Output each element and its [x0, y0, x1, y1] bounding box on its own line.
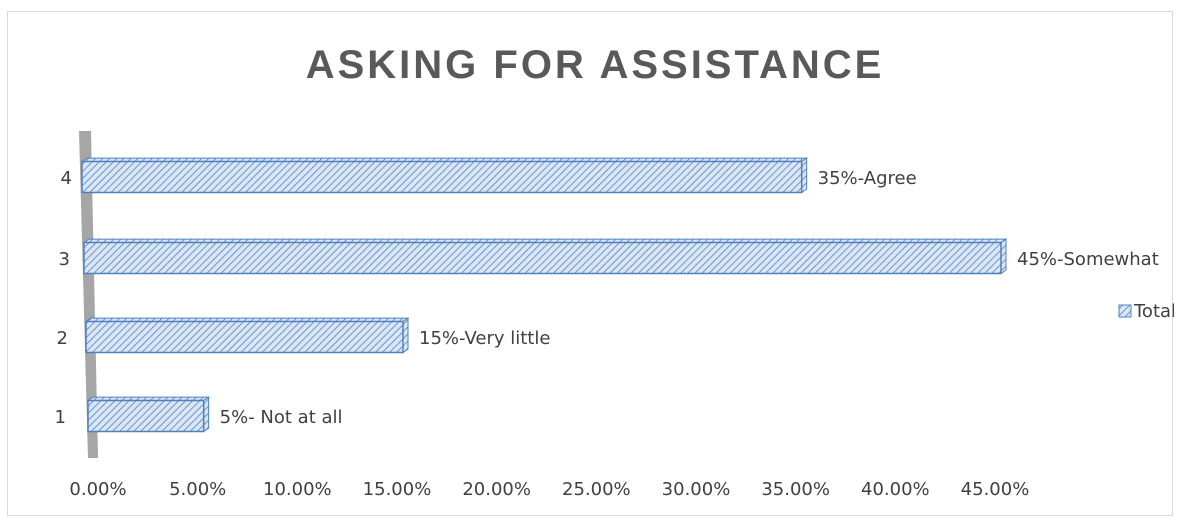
bar-front-face — [81, 160, 803, 194]
x-tick-label: 5.00% — [169, 479, 226, 500]
x-tick-label: 30.00% — [662, 479, 731, 500]
chart-area: ASKING FOR ASSISTANCE 1 2 3 4 5%- Not at al… — [7, 11, 1174, 516]
legend-label-total: Total — [1133, 301, 1174, 322]
bars-group — [80, 157, 1008, 433]
category-label-1: 1 — [55, 407, 66, 428]
bar-3 — [82, 238, 1008, 275]
bar-side-face — [203, 396, 210, 433]
category-label-4: 4 — [61, 168, 72, 189]
x-tick-label: 20.00% — [462, 479, 531, 500]
data-labels: 5%- Not at all 15%-Very little 45%-Somewha… — [220, 168, 1159, 428]
chart-title: ASKING FOR ASSISTANCE — [306, 43, 885, 87]
chart-side-wall — [79, 131, 98, 458]
bar-2 — [84, 317, 410, 354]
category-labels: 1 2 3 4 — [55, 168, 72, 428]
category-label-3: 3 — [59, 249, 70, 270]
data-label-1: 5%- Not at all — [220, 407, 343, 428]
bar-front-face — [83, 241, 1002, 275]
x-axis-ticks: 0.00% 5.00% 10.00% 15.00% 20.00% 25.00% 30.00%… — [69, 479, 1029, 500]
data-label-4: 35%-Agree — [818, 168, 917, 189]
bar-front-face — [87, 399, 205, 433]
x-tick-label: 0.00% — [69, 479, 126, 500]
x-tick-label: 10.00% — [263, 479, 332, 500]
x-tick-label: 25.00% — [562, 479, 631, 500]
x-tick-label: 35.00% — [761, 479, 830, 500]
bar-1 — [86, 396, 211, 433]
legend-swatch — [1118, 304, 1132, 318]
bar-front-face — [85, 320, 404, 354]
chart-svg: ASKING FOR ASSISTANCE 1 2 3 4 5%- Not at al… — [55, 43, 1174, 500]
x-tick-label: 40.00% — [861, 479, 930, 500]
legend: Total — [1118, 301, 1174, 322]
bar-4 — [80, 157, 809, 194]
category-label-2: 2 — [57, 328, 68, 349]
x-tick-label: 45.00% — [961, 479, 1030, 500]
data-label-2: 15%-Very little — [419, 328, 550, 349]
data-label-3: 45%-Somewhat — [1017, 249, 1159, 270]
x-tick-label: 15.00% — [363, 479, 432, 500]
